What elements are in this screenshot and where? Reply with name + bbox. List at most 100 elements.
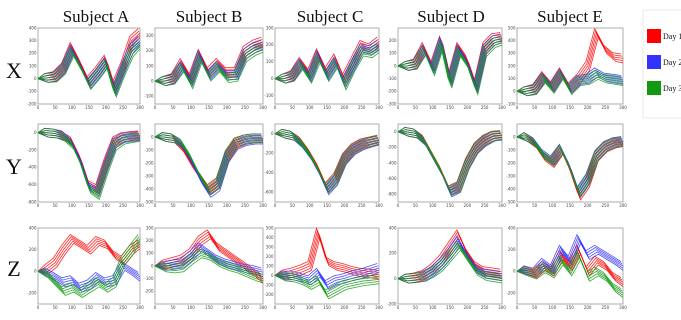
panel-x-1-series-day-2-trace-5 [37, 44, 141, 96]
legend-swatch-day-2 [647, 55, 661, 69]
panel-y-2-series-day-3-trace-4 [154, 136, 263, 194]
panel-z-3-ytick-0: 500 [266, 225, 274, 230]
panel-x-2-ytick-3: 0 [151, 79, 154, 84]
panel-z-1-series-day-3-trace-3 [37, 238, 141, 294]
panel-y-4-ytick-3: -600 [387, 176, 397, 181]
panel-y-4-ytick-1: -200 [387, 145, 397, 150]
panel-y-1-ytick-1: -200 [27, 147, 37, 152]
panel-x-5-xtick-6: 300 [619, 105, 627, 110]
panel-z-3-xtick-3: 150 [323, 305, 331, 310]
panel-x-3-ytick-1: 200 [266, 42, 274, 47]
panel-x-5-xtick-1: 50 [532, 105, 538, 110]
panel-y-5-xtick-4: 200 [584, 203, 592, 208]
panel-z-1-xtick-6: 300 [136, 305, 144, 310]
panel-y-4-ytick-2: -400 [387, 160, 397, 165]
panel-x-5-xtick-4: 200 [584, 105, 592, 110]
panel-y-2-xtick-1: 50 [170, 203, 176, 208]
panel-x-3-frame [274, 27, 380, 105]
panel-z-1-ytick-2: 0 [34, 269, 37, 274]
panel-z-3-xtick-2: 100 [306, 305, 314, 310]
panel-x-5-ytick-6: -100 [506, 101, 516, 106]
panel-y-3-xtick-6: 300 [375, 203, 383, 208]
panel-z-2-ytick-4: -100 [144, 276, 154, 281]
panel-y-1-xtick-0: 0 [37, 203, 40, 208]
panel-x-4-xtick-6: 300 [498, 105, 506, 110]
panel-x-5-ytick-0: 500 [508, 25, 516, 30]
panel-y-2-series-day-3-trace-2 [154, 134, 263, 189]
panel-z-5-series-day-2-trace-1 [516, 233, 622, 272]
panel-z-3-frame [274, 227, 380, 305]
panel-z-4-xtick-5: 250 [481, 305, 489, 310]
panel-x-3-ytick-4: -100 [264, 93, 274, 98]
panel-z-4-ytick-0: 400 [389, 225, 397, 230]
panel-x-4-xtick-5: 250 [481, 105, 489, 110]
panel-x-4-series-day-3-trace-5 [397, 44, 503, 96]
panel-y-3-xtick-3: 150 [323, 203, 331, 208]
panel-x-5-ytick-5: 0 [513, 89, 516, 94]
panel-z-3-ytick-5: 0 [271, 273, 274, 278]
panel-z-1-series-day-3-trace-1 [37, 234, 139, 290]
panel-z-5-series-day-1-trace-1 [516, 244, 622, 279]
panel-z-1: 400 200 0 -200 0 50 100 150 200 250 300 [27, 225, 144, 310]
panel-z-5-ytick-1: 200 [508, 247, 516, 252]
panel-y-3-xtick-1: 50 [290, 203, 296, 208]
panel-x-2-xtick-3: 150 [205, 105, 213, 110]
panel-x-1-xtick-0: 0 [37, 105, 40, 110]
panel-z-4-xtick-2: 100 [429, 305, 437, 310]
panel-x-3-xtick-4: 200 [341, 105, 349, 110]
panel-y-4-xtick-2: 100 [429, 203, 437, 208]
panel-z-3-series-day-3-trace-5 [274, 275, 380, 300]
panel-z-2-series-day-3-trace-4 [154, 255, 264, 282]
panel-y-2-xtick-6: 300 [259, 203, 267, 208]
panel-x-1-xtick-2: 100 [68, 105, 76, 110]
panel-z-1-xtick-3: 150 [85, 305, 93, 310]
panel-x-4-ytick-5: -300 [387, 101, 397, 106]
panel-x-4-xtick-4: 200 [464, 105, 472, 110]
panel-x-3-xtick-3: 150 [323, 105, 331, 110]
panel-y-2-series-day-3-trace-3 [155, 136, 263, 191]
panel-z-4-series-day-3-trace-2 [397, 242, 502, 280]
panel-y-1-series-day-3-trace-5 [37, 132, 141, 201]
panel-z-3-ytick-2: 300 [266, 244, 274, 249]
panel-x-1-ytick-0: 400 [29, 25, 37, 30]
panel-x-1-ytick-5: -100 [27, 89, 37, 94]
panel-y-1-xtick-4: 200 [102, 203, 110, 208]
panel-x-3: 300 200 100 0 -100 0 50 100 150 200 250 300 [264, 25, 383, 110]
panel-x-2-ytick-2: 100 [146, 63, 154, 68]
panel-x-4-ytick-0: 200 [389, 38, 397, 43]
panel-z-5-ytick-2: 0 [513, 269, 516, 274]
panel-x-2: 300 200 100 0 -100 0 50 100 150 200 250 300 [144, 27, 267, 110]
panel-z-1-series-day-3-trace-4 [37, 240, 141, 296]
panel-z-5-series-day-2-trace-3 [516, 237, 624, 273]
panel-z-5-xtick-3: 150 [566, 305, 574, 310]
row-label-y: Y [6, 154, 22, 179]
panel-z-1-xtick-4: 200 [102, 305, 110, 310]
panel-z-5-series-day-2-trace-2 [516, 235, 623, 272]
panel-x-1-ytick-1: 300 [29, 38, 37, 43]
panel-z-4-xtick-3: 150 [446, 305, 454, 310]
panel-y-2-xtick-3: 150 [205, 203, 213, 208]
panel-z-4-series-day-1-trace-4 [397, 235, 503, 282]
panel-z-4-series-day-3-trace-5 [397, 249, 503, 284]
panel-z-2-xtick-4: 200 [223, 305, 231, 310]
panel-x-5-xtick-2: 100 [549, 105, 557, 110]
panel-y-1-xtick-3: 150 [85, 203, 93, 208]
panel-y-1-xtick-5: 250 [119, 203, 127, 208]
panel-x-5-series-day-3-trace-5 [516, 78, 624, 97]
panel-x-4-ytick-4: -200 [387, 89, 397, 94]
panel-x-2-xtick-5: 250 [241, 105, 249, 110]
panel-z-4-series-day-1-trace-5 [397, 237, 503, 284]
panel-x-4-xtick-0: 0 [397, 105, 400, 110]
panel-z-5-xtick-5: 250 [602, 305, 610, 310]
panel-z-4-xtick-4: 200 [464, 305, 472, 310]
panel-x-3-xtick-5: 250 [358, 105, 366, 110]
panel-x-4-ytick-2: 0 [394, 63, 397, 68]
panel-y-3-ytick-0: 0 [271, 131, 274, 136]
column-titles: Subject A Subject B Subject C Subject D … [63, 7, 603, 26]
panel-z-3-ytick-4: 100 [266, 263, 274, 268]
panel-z-4-ytick-3: -200 [387, 301, 397, 306]
panel-x-1-series-day-3-trace-5 [37, 48, 141, 99]
